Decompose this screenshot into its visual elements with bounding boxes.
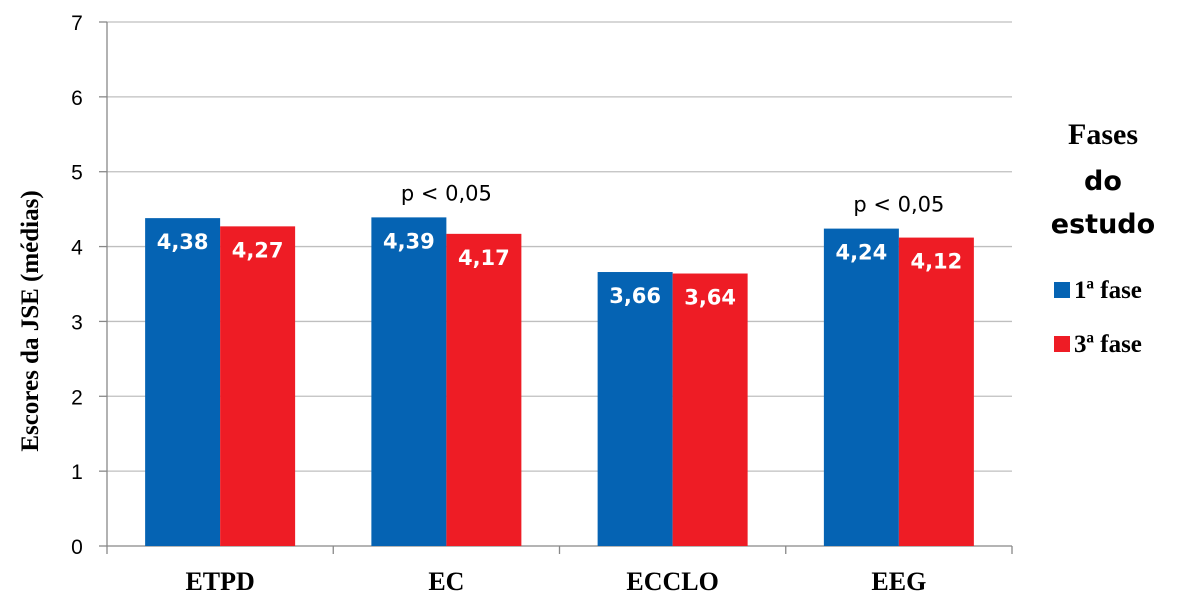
- bar-ecclo-series-2: [672, 273, 748, 546]
- x-category-label: EEG: [871, 567, 926, 596]
- y-tick-label: 3: [71, 311, 83, 334]
- legend-title-line: do: [1084, 166, 1122, 197]
- legend-entry-label: 3ª fase: [1074, 331, 1142, 358]
- x-category-label: ETPD: [185, 567, 254, 596]
- data-label: 4,27: [232, 238, 284, 262]
- y-tick-label: 5: [71, 162, 83, 185]
- data-label: 4,38: [157, 230, 209, 254]
- y-tick-label: 7: [71, 12, 83, 35]
- legend-swatch-series-2: [1054, 336, 1070, 352]
- data-label: 3,64: [684, 286, 736, 310]
- bar-eeg-series-1: [823, 228, 899, 546]
- y-tick-label: 6: [71, 87, 83, 110]
- x-category-label: ECCLO: [626, 567, 718, 596]
- labels: 0 1 2 3 4 5 6 7 ETPD 4,38 4,27 EC 4,39 4,17 ECCLO 3,66 3…: [71, 12, 962, 596]
- data-label: 4,24: [835, 241, 887, 265]
- legend-swatch-series-1: [1054, 282, 1070, 298]
- bar-ec-series-1: [371, 217, 447, 546]
- data-label: 4,17: [458, 246, 510, 270]
- bar-etpd-series-2: [220, 226, 296, 547]
- bar-eeg-series-2: [898, 237, 974, 547]
- legend-title-line: Fases: [1068, 118, 1138, 151]
- legend-title-line: estudo: [1051, 209, 1155, 240]
- significance-annotation: p < 0,05: [401, 181, 492, 205]
- y-tick-label: 2: [71, 386, 83, 409]
- bar-ecclo-series-1: [597, 272, 673, 546]
- legend: Fases do estudo 1ª fase 3ª fase: [1051, 118, 1155, 358]
- y-axis-label: Escores da JSE (médias): [17, 190, 44, 451]
- x-category-label: EC: [428, 567, 464, 596]
- y-tick-label: 0: [71, 536, 83, 559]
- bar-ec-series-2: [446, 233, 522, 547]
- significance-annotation: p < 0,05: [853, 193, 944, 217]
- data-label: 4,12: [910, 250, 962, 274]
- y-tick-label: 1: [71, 461, 83, 484]
- bars: [145, 217, 974, 547]
- bar-etpd-series-1: [145, 218, 221, 546]
- data-label: 3,66: [609, 284, 661, 308]
- data-label: 4,39: [383, 229, 435, 253]
- y-tick-label: 4: [71, 237, 83, 260]
- legend-entry-label: 1ª fase: [1074, 277, 1142, 304]
